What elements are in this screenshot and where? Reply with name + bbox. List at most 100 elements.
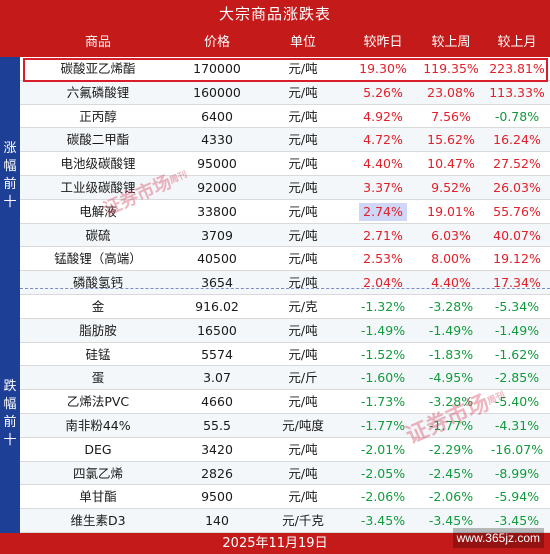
commodity-name: 磷酸氢钙 [72, 275, 123, 291]
unit-value: 元/吨 [288, 203, 318, 219]
price-value: 160000 [193, 84, 241, 100]
table-row: 电池级碳酸锂 95000 元/吨 4.40% 10.47% 27.52% [20, 152, 550, 176]
table-row: 碳酸亚乙烯酯 170000 元/吨 19.30% 119.35% 223.81% [20, 57, 550, 81]
price-value: 95000 [197, 156, 237, 172]
unit-value: 元/吨 [288, 84, 318, 100]
week-change: 7.56% [431, 108, 471, 124]
table-row: 单甘酯 9500 元/吨 -2.06% -2.06% -5.94% [20, 485, 550, 510]
price-value: 2826 [201, 465, 233, 481]
unit-value: 元/吨 [288, 322, 318, 338]
month-change: -0.78% [494, 108, 540, 124]
table-row: 正丙醇 6400 元/吨 4.92% 7.56% -0.78% [20, 105, 550, 129]
month-change: 113.33% [489, 84, 545, 100]
commodity-name: 电解液 [79, 203, 117, 219]
section-label-gainers-text: 涨幅前十 [3, 141, 17, 210]
unit-value: 元/吨度 [282, 418, 324, 433]
section-label-losers-text: 跌幅前十 [3, 379, 17, 448]
day-change: 2.71% [363, 227, 403, 243]
week-change: 23.08% [427, 84, 475, 100]
commodity-name: 碳酸亚乙烯酯 [60, 61, 136, 76]
week-change: -3.45% [428, 513, 474, 529]
week-change: -3.28% [428, 394, 474, 410]
week-change: -2.06% [428, 489, 474, 505]
week-change: 19.01% [427, 203, 475, 219]
unit-value: 元/千克 [282, 513, 324, 529]
header-day: 较昨日 [363, 35, 403, 50]
price-value: 9500 [201, 489, 233, 505]
week-change: 119.35% [423, 61, 479, 76]
week-change: 10.47% [427, 156, 475, 172]
table-row: 脂肪胺 16500 元/吨 -1.49% -1.49% -1.49% [20, 318, 550, 343]
commodity-name: 四氯乙烯 [72, 465, 123, 481]
month-change: -16.07% [490, 441, 544, 457]
unit-value: 元/吨 [288, 61, 318, 76]
price-value: 4660 [201, 394, 233, 410]
table-row: 磷酸氢钙 3654 元/吨 2.04% 4.40% 17.34% [20, 271, 550, 295]
month-change: -1.49% [494, 322, 540, 338]
table-row: 金 916.02 元/克 -1.32% -3.28% -5.34% [20, 295, 550, 319]
month-change: 17.34% [493, 275, 541, 291]
price-value: 55.5 [203, 418, 231, 433]
day-change: -1.52% [360, 346, 406, 362]
day-change: -1.60% [360, 370, 406, 386]
section-divider [20, 288, 550, 289]
table-row: 碳酸二甲酯 4330 元/吨 4.72% 15.62% 16.24% [20, 128, 550, 153]
unit-value: 元/吨 [288, 251, 318, 267]
month-change: 223.81% [489, 61, 545, 76]
day-change: 3.37% [363, 180, 403, 195]
commodity-name: 碳酸二甲酯 [66, 132, 130, 148]
price-value: 3420 [201, 441, 233, 457]
price-value: 92000 [197, 180, 237, 195]
day-change: -1.49% [360, 322, 406, 338]
week-change: -3.28% [428, 299, 474, 314]
commodity-name: 乙烯法PVC [66, 394, 130, 410]
day-change: -2.05% [360, 465, 406, 481]
day-change: 4.40% [363, 156, 403, 172]
day-change: -3.45% [360, 513, 406, 529]
day-change: -1.32% [360, 299, 406, 314]
day-change: 2.74% [348, 200, 418, 224]
month-change: -5.34% [494, 299, 540, 314]
price-value: 3709 [201, 227, 233, 243]
month-change: -2.85% [494, 370, 540, 386]
commodity-name: 金 [91, 299, 105, 314]
unit-value: 元/吨 [288, 156, 318, 172]
commodity-name: 脂肪胺 [79, 322, 117, 338]
table-row: 电解液 33800 元/吨 2.74% 19.01% 55.76% [20, 200, 550, 224]
week-change: -1.49% [428, 322, 474, 338]
day-change: 4.92% [363, 108, 403, 124]
week-change: 6.03% [431, 227, 471, 243]
page-title: 大宗商品涨跌表 [0, 0, 550, 28]
header-price: 价格 [203, 35, 230, 50]
month-change: 40.07% [493, 227, 541, 243]
day-change: -2.01% [360, 441, 406, 457]
table-row: 南非粉44% 55.5 元/吨度 -1.77% -1.77% -4.31% [20, 414, 550, 438]
month-change: 26.03% [493, 180, 541, 195]
table-row: 碳硫 3709 元/吨 2.71% 6.03% 40.07% [20, 223, 550, 248]
month-change: -8.99% [494, 465, 540, 481]
commodity-name: 工业级碳酸锂 [60, 180, 136, 195]
commodity-name: 南非粉44% [65, 418, 131, 433]
week-change: 9.52% [431, 180, 471, 195]
price-value: 5574 [201, 346, 233, 362]
commodity-name: 维生素D3 [70, 513, 126, 529]
week-change: -1.83% [428, 346, 474, 362]
section-label-losers: 跌幅前十 [0, 295, 20, 533]
table-row: 六氟磷酸锂 160000 元/吨 5.26% 23.08% 113.33% [20, 80, 550, 105]
day-change: 5.26% [363, 84, 403, 100]
header-week: 较上周 [431, 35, 471, 50]
header-unit: 单位 [289, 35, 316, 50]
price-value: 3.07 [203, 370, 231, 386]
date-footer: 2025年11月19日 [0, 533, 550, 554]
month-change: 19.12% [493, 251, 541, 267]
header-month: 较上月 [497, 35, 537, 50]
table-row: 蛋 3.07 元/斤 -1.60% -4.95% -2.85% [20, 366, 550, 391]
week-change: 8.00% [431, 251, 471, 267]
site-watermark: www.365jz.com [452, 528, 544, 548]
table-row: 维生素D3 140 元/千克 -3.45% -3.45% -3.45% [20, 509, 550, 533]
section-label-gainers: 涨幅前十 [0, 57, 20, 295]
top-row-highlight-box [23, 58, 548, 82]
unit-value: 元/吨 [288, 394, 318, 410]
unit-value: 元/吨 [288, 441, 318, 457]
